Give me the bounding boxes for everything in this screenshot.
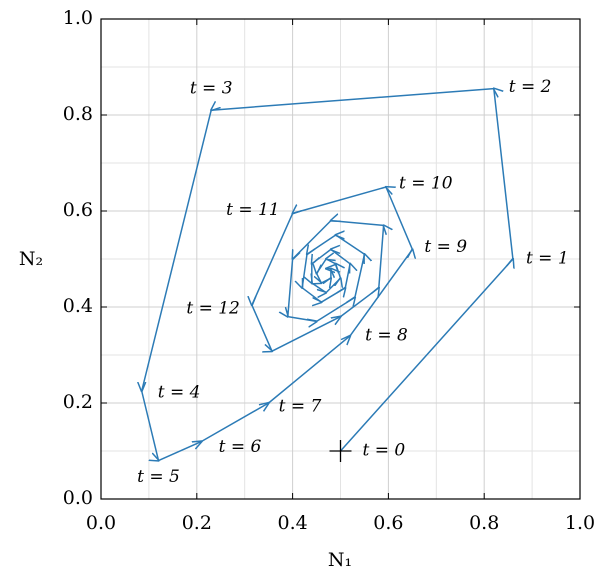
point-label: t = 0 <box>363 441 406 461</box>
point-label: t = 9 <box>424 237 467 257</box>
y-tick-label: 0.4 <box>63 295 93 317</box>
y-axis-label: N₂ <box>19 248 43 270</box>
point-label: t = 4 <box>158 383 201 403</box>
point-label: t = 6 <box>219 437 262 457</box>
x-tick-label: 1.0 <box>565 512 595 534</box>
x-tick-label: 0.6 <box>373 512 403 534</box>
y-tick-label: 0.0 <box>63 487 93 509</box>
point-label: t = 2 <box>509 77 552 97</box>
plot-frame <box>100 18 581 500</box>
y-tick-label: 1.0 <box>63 7 93 29</box>
point-label: t = 10 <box>399 174 453 194</box>
plot-area <box>142 89 513 461</box>
point-label: t = 7 <box>279 397 322 417</box>
x-tick-label: 0.2 <box>182 512 212 534</box>
point-label: t = 8 <box>365 325 408 345</box>
x-axis-label: N₁ <box>328 549 352 571</box>
point-label: t = 11 <box>226 200 280 220</box>
y-tick-label: 0.2 <box>63 391 93 413</box>
point-label: t = 3 <box>190 79 233 99</box>
y-tick-label: 0.6 <box>63 199 93 221</box>
point-label: t = 5 <box>137 467 180 487</box>
point-label: t = 1 <box>526 249 569 269</box>
x-tick-label: 0.0 <box>86 512 116 534</box>
y-tick-label: 0.8 <box>63 103 93 125</box>
x-tick-label: 0.4 <box>277 512 307 534</box>
x-tick-label: 0.8 <box>469 512 499 534</box>
trajectory <box>142 89 513 461</box>
point-label: t = 12 <box>186 299 240 319</box>
